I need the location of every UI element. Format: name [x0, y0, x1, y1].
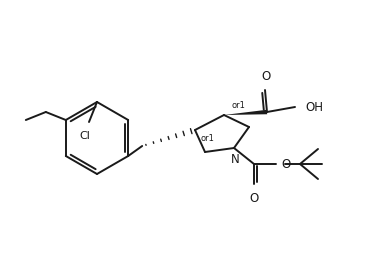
- Text: Cl: Cl: [79, 131, 91, 141]
- Polygon shape: [224, 110, 267, 115]
- Text: O: O: [249, 192, 259, 205]
- Text: N: N: [231, 153, 239, 166]
- Text: or1: or1: [200, 134, 214, 143]
- Text: OH: OH: [305, 101, 323, 114]
- Text: O: O: [281, 158, 290, 171]
- Text: O: O: [262, 70, 271, 83]
- Text: or1: or1: [231, 101, 245, 110]
